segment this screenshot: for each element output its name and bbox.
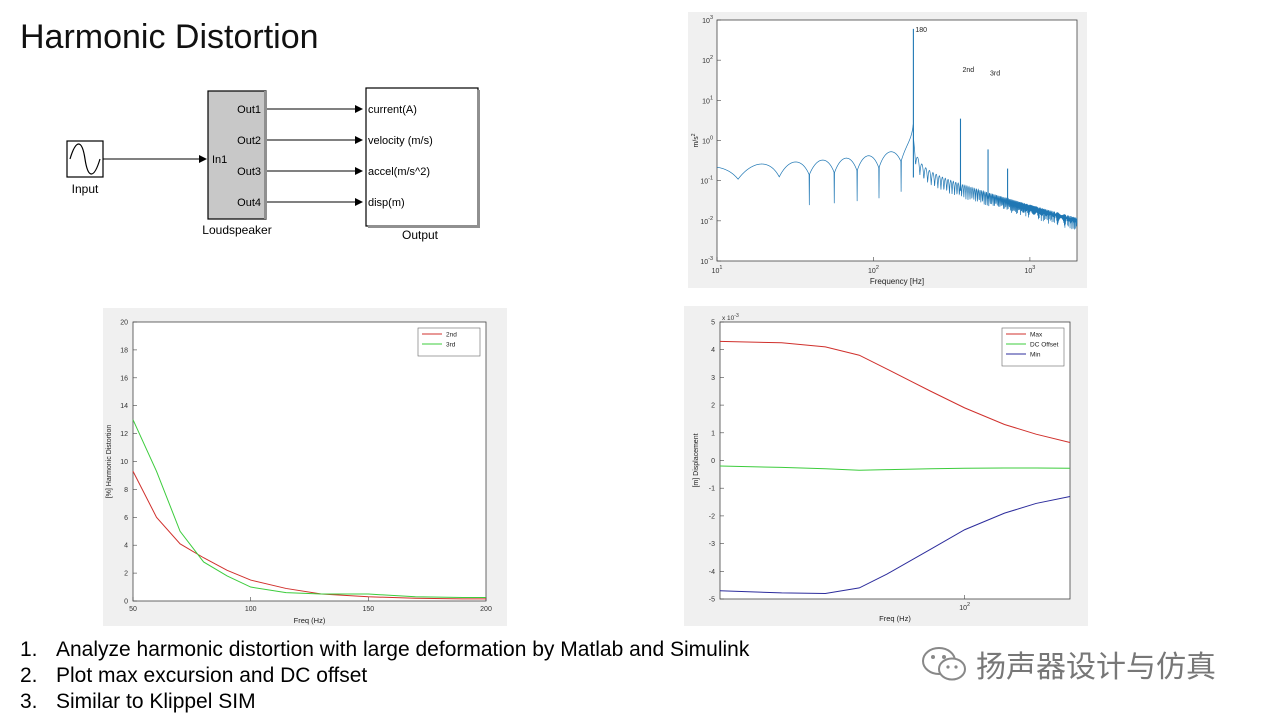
y-tick-label: -5 xyxy=(709,597,715,604)
loudspeaker-block[interactable] xyxy=(207,90,267,220)
x-tick-label: 100 xyxy=(245,606,257,613)
peak-annotation: 180 xyxy=(915,27,927,34)
y-tick-label: -4 xyxy=(709,569,715,576)
y-axis-label: [%] Harmonic Distortion xyxy=(106,425,113,499)
x-tick-label: 102 xyxy=(959,602,970,612)
peak-annotation: 3rd xyxy=(990,70,1000,77)
x-axis-label: Freq (Hz) xyxy=(294,616,326,625)
y-tick-label: 10-2 xyxy=(700,216,713,226)
y-tick-label: 6 xyxy=(124,515,128,522)
legend-box xyxy=(417,327,481,357)
y-tick-label: 12 xyxy=(120,431,128,438)
y-tick-label: 100 xyxy=(702,136,713,146)
series-line xyxy=(132,471,486,600)
bullet-item: 3. Similar to Klippel SIM xyxy=(20,690,256,713)
y-tick-label: 14 xyxy=(120,403,128,410)
legend-label: Max xyxy=(1030,332,1043,339)
y-tick-label: 0 xyxy=(124,599,128,606)
out-port-label: Out2 xyxy=(237,135,261,147)
loudspeaker-label: Loudspeaker xyxy=(202,223,271,237)
y-tick-label: -1 xyxy=(709,486,715,493)
y-tick-label: 10 xyxy=(120,459,128,466)
peak-annotation: 2nd xyxy=(962,67,974,74)
series-line xyxy=(132,419,486,599)
series-line xyxy=(719,496,1071,594)
y-tick-label: 0 xyxy=(711,458,715,465)
wechat-watermark: 扬声器设计与仿真 xyxy=(920,642,1216,686)
y-tick-label: -3 xyxy=(709,541,715,548)
y-tick-label: 3 xyxy=(711,375,715,382)
plot-area xyxy=(716,19,1078,262)
x-axis-label: Freq (Hz) xyxy=(879,614,911,623)
y-tick-label: 18 xyxy=(120,347,128,354)
slide-title: Harmonic Distortion xyxy=(20,18,319,56)
y-tick-label: 10-1 xyxy=(700,176,713,186)
watermark-text: 扬声器设计与仿真 xyxy=(976,651,1216,684)
legend-label: 2nd xyxy=(446,332,457,339)
distortion-chart: 0 2 4 6 8 10 12 14 16 18 20 50 100 150 200 2nd 3rd Freq (… xyxy=(106,320,492,626)
y-tick-label: 16 xyxy=(120,375,128,382)
bullet-item: 1. Analyze harmonic distortion with large… xyxy=(20,638,750,661)
out-port-label: Out3 xyxy=(237,166,261,178)
y-multiplier: x 10-3 xyxy=(722,313,739,322)
plot-area xyxy=(719,321,1071,600)
y-tick-label: 103 xyxy=(702,15,713,25)
bullet-item: 2. Plot max excursion and DC offset xyxy=(20,664,368,687)
simulink-diagram: Input In1 Out1 Out2 Out3 Out4 Loudspeake… xyxy=(66,87,480,242)
legend-label: DC Offset xyxy=(1030,342,1059,349)
y-tick-label: 4 xyxy=(711,347,715,354)
displacement-figure: -5 -4 -3 -2 -1 0 1 2 3 4 5 102 Max DC Offset Min Freq (… xyxy=(684,306,1088,626)
signal-label: velocity (m/s) xyxy=(368,135,433,147)
y-axis-label: m/s2 xyxy=(691,133,700,147)
input-block[interactable] xyxy=(66,140,104,178)
y-tick-label: 5 xyxy=(711,320,715,327)
y-tick-label: 2 xyxy=(124,571,128,578)
output-block[interactable] xyxy=(365,87,480,228)
out-port-label: Out4 xyxy=(237,197,261,209)
x-tick-label: 103 xyxy=(1024,265,1035,275)
out-port-label: Out1 xyxy=(237,104,261,116)
y-tick-label: 1 xyxy=(711,430,715,437)
y-tick-label: 2 xyxy=(711,403,715,410)
legend-label: Min xyxy=(1030,352,1041,359)
y-tick-label: 10-3 xyxy=(700,256,713,266)
x-axis-label: Frequency [Hz] xyxy=(870,277,924,286)
x-tick-label: 150 xyxy=(362,606,374,613)
output-label: Output xyxy=(402,228,439,242)
distortion-figure: 0 2 4 6 8 10 12 14 16 18 20 50 100 150 200 2nd 3rd Freq (… xyxy=(103,308,507,626)
signal-label: accel(m/s^2) xyxy=(368,166,430,178)
x-tick-label: 102 xyxy=(868,265,879,275)
plot-area xyxy=(132,321,487,602)
y-tick-label: 4 xyxy=(124,543,128,550)
y-tick-label: 101 xyxy=(702,95,713,105)
x-tick-label: 50 xyxy=(129,606,137,613)
y-tick-label: 102 xyxy=(702,55,713,65)
wechat-icon xyxy=(922,647,966,681)
spectrum-chart: 10-3 10-2 10-1 100 101 102 103 101 102 103 180 2nd 3… xyxy=(691,15,1078,286)
series-line xyxy=(719,340,1071,443)
spectrum-figure: 10-3 10-2 10-1 100 101 102 103 101 102 103 180 2nd 3… xyxy=(688,12,1087,288)
sine-wave-icon xyxy=(69,143,101,175)
series-line xyxy=(719,465,1071,471)
signal-label: current(A) xyxy=(368,104,417,116)
displacement-chart: -5 -4 -3 -2 -1 0 1 2 3 4 5 102 Max DC Offset Min Freq (… xyxy=(693,313,1071,623)
legend-label: 3rd xyxy=(446,342,456,349)
in-port-label: In1 xyxy=(212,154,227,166)
spectrum-line xyxy=(716,124,1078,230)
bullet-list: 1. Analyze harmonic distortion with large… xyxy=(20,637,749,715)
x-tick-label: 200 xyxy=(480,606,492,613)
x-tick-label: 101 xyxy=(712,265,723,275)
signal-label: disp(m) xyxy=(368,197,405,209)
y-tick-label: -2 xyxy=(709,513,715,520)
input-label: Input xyxy=(72,182,99,196)
y-tick-label: 8 xyxy=(124,487,128,494)
y-tick-label: 20 xyxy=(120,320,128,327)
y-axis-label: [m] Displacement xyxy=(693,433,700,487)
